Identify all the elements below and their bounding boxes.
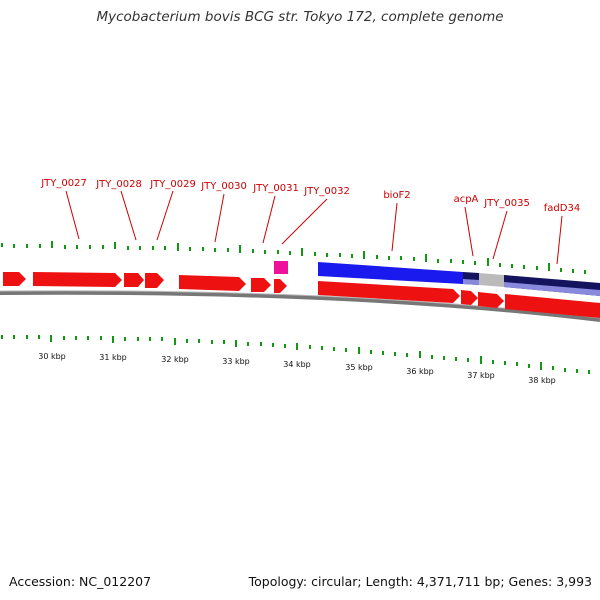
gene-jty-0028[interactable] <box>33 272 122 287</box>
gene-forward-1[interactable] <box>318 281 460 303</box>
gene-forward-2[interactable] <box>461 290 478 305</box>
kbp-label-31: 31 kbp <box>99 353 127 362</box>
gene-label-jty-0028: JTY_0028 <box>95 179 142 190</box>
gene-rna-pink[interactable] <box>274 261 288 274</box>
gene-label-jty-0030: JTY_0030 <box>200 181 247 192</box>
kbp-label-34: 34 kbp <box>283 360 311 369</box>
gene-label-jty-0035: JTY_0035 <box>483 198 530 209</box>
gene-jty-0035-band[interactable] <box>479 273 504 287</box>
gene-jty-0032[interactable] <box>251 278 271 292</box>
gene-acpa-light[interactable] <box>463 279 479 285</box>
gene-fadd34-light[interactable] <box>504 282 600 296</box>
kbp-label-33: 33 kbp <box>222 357 250 366</box>
gene-forward-3[interactable] <box>478 292 504 308</box>
gene-label-jty-0031: JTY_0031 <box>252 183 299 194</box>
kbp-label-32: 32 kbp <box>161 355 189 364</box>
gene-label-jty-0027: JTY_0027 <box>40 178 87 189</box>
lower-tick-row <box>1 335 590 374</box>
gene-jty-0027[interactable] <box>3 272 26 286</box>
map-title: Mycobacterium bovis BCG str. Tokyo 172, … <box>96 9 504 25</box>
gene-label-acpa: acpA <box>454 194 479 205</box>
genome-backbone <box>0 290 600 322</box>
gene-jty-0031[interactable] <box>179 275 246 291</box>
gene-label-jty-0032: JTY_0032 <box>303 186 350 197</box>
accession-text: Accession: NC_012207 <box>9 574 152 589</box>
kbp-label-35: 35 kbp <box>345 363 373 372</box>
gene-jty-0030[interactable] <box>145 273 164 288</box>
kbp-label-37: 37 kbp <box>467 371 495 380</box>
gene-forward-4[interactable] <box>505 294 600 318</box>
genome-summary: Topology: circular; Length: 4,371,711 bp… <box>248 574 592 589</box>
gene-label-jty-0029: JTY_0029 <box>149 179 196 190</box>
label-leader-lines <box>65 190 563 265</box>
gene-jty-0029[interactable] <box>124 273 144 287</box>
kbp-label-36: 36 kbp <box>406 367 434 376</box>
gene-label-fadd34: fadD34 <box>544 203 580 214</box>
gene-label-biof2: bioF2 <box>383 190 410 201</box>
kbp-label-30: 30 kbp <box>38 352 66 361</box>
gene-biof2-band[interactable] <box>318 262 463 284</box>
upper-tick-row <box>1 241 586 274</box>
gene-jty-0032b[interactable] <box>274 279 287 293</box>
kbp-label-38: 38 kbp <box>528 376 556 385</box>
